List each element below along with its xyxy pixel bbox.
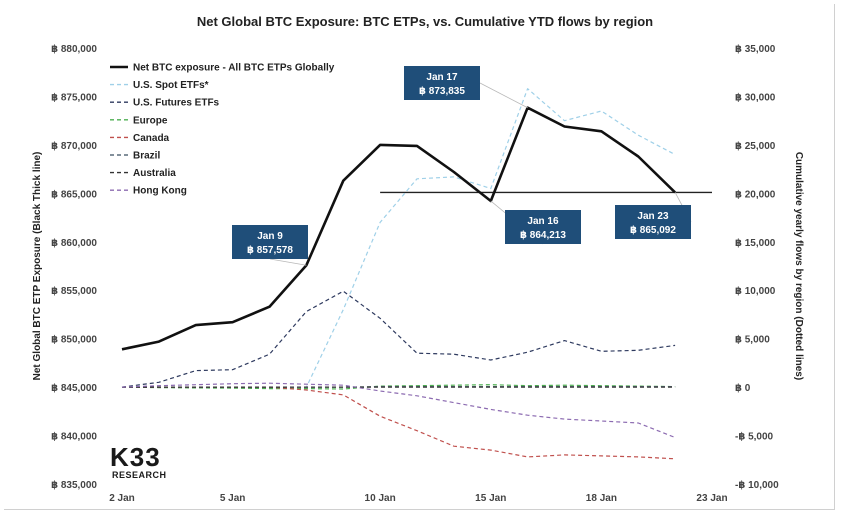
callout-box — [615, 205, 691, 239]
callout-value: ฿ 857,578 — [247, 245, 293, 256]
legend: Net BTC exposure - All BTC ETPs Globally… — [110, 63, 335, 197]
y-tick-label: ฿ 865,000 — [51, 189, 97, 200]
legend-label: Brazil — [133, 151, 160, 162]
callout-date: Jan 16 — [527, 216, 559, 227]
callout-connector — [269, 258, 307, 266]
callout-date: Jan 9 — [257, 231, 283, 242]
legend-label: Hong Kong — [133, 186, 187, 197]
y2-tick-label: ฿ 0 — [735, 383, 751, 394]
y-axis-left: ฿ 835,000 ฿ 840,000 ฿ 845,000 ฿ 850,000 ฿ 85… — [51, 44, 97, 491]
x-tick-label: 10 Jan — [365, 493, 396, 504]
y2-tick-label: ฿ 30,000 — [735, 92, 776, 103]
y-tick-label: ฿ 875,000 — [51, 92, 97, 103]
series-line-europe — [121, 384, 676, 390]
y2-tick-label: ฿ 5,000 — [735, 335, 770, 346]
x-tick-label: 18 Jan — [586, 493, 617, 504]
y-axis-right: -฿ 10,000 -฿ 5,000 ฿ 0 ฿ 5,000 ฿ 10,000 ฿ 15,… — [735, 44, 779, 491]
y2-tick-label: ฿ 15,000 — [735, 238, 776, 249]
y-tick-label: ฿ 840,000 — [51, 432, 97, 443]
y-tick-label: ฿ 880,000 — [51, 44, 97, 55]
logo-text-top: K33 — [110, 442, 161, 472]
x-axis: 2 Jan 5 Jan 10 Jan 15 Jan 18 Jan 23 Jan — [109, 493, 727, 504]
callout-date: Jan 23 — [637, 211, 669, 222]
series-line-canada — [122, 386, 676, 460]
callout-value: ฿ 864,213 — [520, 230, 566, 241]
legend-label: Canada — [133, 133, 170, 144]
legend-label: Australia — [133, 168, 176, 179]
series-line-u-s-spot-etfs — [122, 88, 676, 388]
callout-box — [232, 225, 308, 259]
legend-label: U.S. Spot ETFs* — [133, 80, 209, 91]
series-line-hong-kong — [121, 382, 676, 439]
callouts: Jan 9 ฿ 857,578 Jan 17 ฿ 873,835 Jan 16 ฿ 864… — [232, 66, 692, 266]
callout-value: ฿ 865,092 — [630, 225, 676, 236]
logo-text-bottom: RESEARCH — [112, 470, 167, 480]
legend-label: U.S. Futures ETFs — [133, 98, 220, 109]
callout-connector — [479, 82, 528, 109]
y-tick-label: ฿ 870,000 — [51, 141, 97, 152]
y-tick-label: ฿ 845,000 — [51, 383, 97, 394]
x-tick-label: 5 Jan — [220, 493, 246, 504]
legend-label: Europe — [133, 115, 168, 126]
series-line-u-s-futures-etfs — [121, 290, 676, 388]
y2-tick-label: ฿ 35,000 — [735, 44, 776, 55]
y-tick-label: ฿ 855,000 — [51, 286, 97, 297]
y2-tick-label: ฿ 10,000 — [735, 286, 776, 297]
y-tick-label: ฿ 850,000 — [51, 335, 97, 346]
callout-box — [404, 66, 480, 100]
y2-tick-label: ฿ 20,000 — [735, 189, 776, 200]
y2-tick-label: -฿ 5,000 — [735, 432, 774, 443]
y-axis-left-label: Net Global BTC ETP Exposure (Black Thick… — [32, 152, 43, 381]
x-tick-label: 15 Jan — [475, 493, 506, 504]
y-tick-label: ฿ 860,000 — [51, 238, 97, 249]
callout-box — [505, 210, 581, 244]
series-layer — [121, 88, 677, 460]
x-tick-label: 2 Jan — [109, 493, 135, 504]
k33-research-logo: K33 RESEARCH — [110, 442, 167, 480]
callout-date: Jan 17 — [426, 72, 458, 83]
series-line-net-btc-exposure-all-btc-etps-globally — [121, 106, 677, 351]
y-tick-label: ฿ 835,000 — [51, 480, 97, 491]
y2-tick-label: ฿ 25,000 — [735, 141, 776, 152]
x-tick-label: 23 Jan — [696, 493, 727, 504]
legend-label: Net BTC exposure - All BTC ETPs Globally — [133, 63, 335, 74]
callout-value: ฿ 873,835 — [419, 86, 465, 97]
chart-frame — [4, 4, 835, 510]
y2-tick-label: -฿ 10,000 — [735, 480, 779, 491]
chart-title: Net Global BTC Exposure: BTC ETPs, vs. C… — [197, 14, 653, 29]
y-axis-right-label: Cumulative yearly flows by region (Dotte… — [793, 152, 804, 380]
